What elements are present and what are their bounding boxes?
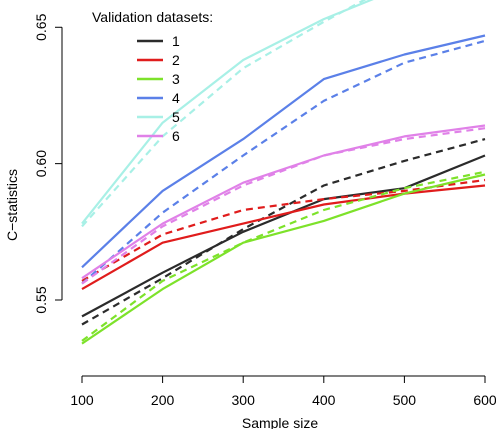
series-2-solid-line	[81, 184, 486, 291]
series-4-solid-line	[81, 34, 486, 269]
y-tick-label: 0.65	[33, 13, 49, 40]
x-tick-label: 600	[473, 392, 496, 408]
y-axis-title: C−statistics	[4, 169, 20, 241]
series-3-solid-line	[81, 173, 486, 345]
x-tick-label: 500	[393, 392, 417, 408]
legend: Validation datasets: 1 2 3 4 5 6	[92, 9, 213, 144]
series-2-dashed-line	[81, 178, 486, 282]
y-tick-label: 0.55	[33, 286, 49, 313]
legend-label-3: 3	[172, 71, 180, 87]
legend-title: Validation datasets:	[92, 9, 213, 25]
y-tick-label: 0.60	[33, 150, 49, 177]
legend-label-5: 5	[172, 109, 180, 125]
legend-label-1: 1	[172, 33, 180, 49]
series-6-dashed-line	[81, 127, 486, 285]
axes: 100 200 300 400 500 600 0.55 0.60 0.65	[33, 13, 496, 408]
series-5-solid-line	[81, 0, 374, 225]
series-6-solid-line	[81, 124, 486, 280]
series-4-dashed-line	[81, 39, 486, 285]
x-tick-label: 100	[70, 392, 94, 408]
x-tick-label: 200	[151, 392, 175, 408]
series-5-dashed-line	[81, 0, 367, 228]
x-tick-label: 300	[232, 392, 256, 408]
series-1-dashed-line	[81, 138, 486, 326]
x-tick-label: 400	[312, 392, 336, 408]
series-1-solid-line	[81, 154, 486, 318]
legend-label-4: 4	[172, 90, 180, 106]
legend-label-2: 2	[172, 52, 180, 68]
x-axis-title: Sample size	[242, 415, 318, 429]
legend-label-6: 6	[172, 128, 180, 144]
plot-lines	[81, 0, 486, 345]
series-3-dashed-line	[81, 170, 486, 342]
